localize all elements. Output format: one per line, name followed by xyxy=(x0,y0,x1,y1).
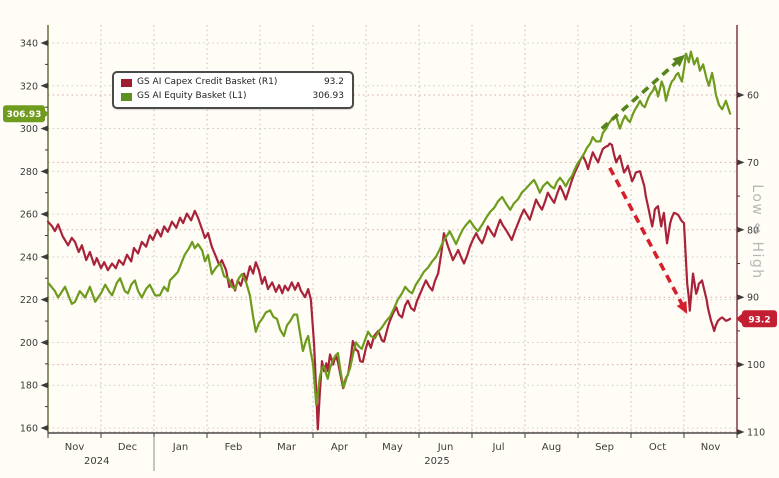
month-label: Jul xyxy=(491,442,504,453)
left-tick-arrow xyxy=(40,339,48,346)
month-label: Oct xyxy=(649,442,666,453)
year-label: 2024 xyxy=(84,456,109,467)
legend: GS AI Capex Credit Basket (R1) 93.2 GS A… xyxy=(112,71,354,109)
right-tick-arrow xyxy=(737,159,745,166)
left-tick-arrow xyxy=(40,40,48,46)
left-tick-arrow xyxy=(40,82,48,89)
left-tick-label: 280 xyxy=(20,167,38,178)
left-tick-label: 260 xyxy=(20,210,38,221)
left-tick-label: 300 xyxy=(20,124,38,135)
equity-series-swatch xyxy=(121,92,132,101)
equity-trend-arrow xyxy=(600,60,679,130)
month-label: Feb xyxy=(225,442,243,453)
right-tick-label: 60 xyxy=(747,91,759,102)
month-label: Jan xyxy=(172,442,188,453)
right-tick-label: 110 xyxy=(747,428,765,439)
legend-value-credit: 93.2 xyxy=(323,77,344,87)
right-tick-label: 100 xyxy=(747,360,765,371)
right-tick-label: 90 xyxy=(747,293,759,304)
left-tick-arrow xyxy=(40,382,48,389)
month-label: Nov xyxy=(65,442,85,453)
right-tick-arrow xyxy=(737,294,745,301)
month-label: Jun xyxy=(437,442,454,453)
month-label: Apr xyxy=(331,442,349,453)
month-label: Mar xyxy=(277,442,297,453)
right-tick-arrow xyxy=(737,92,745,98)
year-label: 2025 xyxy=(424,456,449,467)
month-label: Sep xyxy=(595,442,614,453)
low-high-axis-label: Low ⇔ High xyxy=(749,184,765,279)
left-tick-arrow xyxy=(40,125,48,132)
left-tick-label: 220 xyxy=(20,295,38,306)
legend-label-equity: GS AI Equity Basket (L1) xyxy=(137,91,247,101)
left-tick-label: 240 xyxy=(20,252,38,263)
right-tick-label: 80 xyxy=(747,225,759,236)
credit-series-line xyxy=(46,142,732,431)
credit-trend-arrow-head xyxy=(676,300,688,315)
left-tick-arrow xyxy=(40,253,48,260)
legend-label-credit: GS AI Capex Credit Basket (R1) xyxy=(137,77,278,87)
right-axis-badge-text: 93.2 xyxy=(748,315,770,325)
equity-series-line xyxy=(46,50,732,406)
legend-value-equity: 306.93 xyxy=(312,91,345,101)
left-tick-label: 340 xyxy=(20,39,38,50)
left-tick-arrow xyxy=(40,296,48,303)
left-axis-badge-text: 306.93 xyxy=(7,110,42,120)
right-axis-badge-tip xyxy=(736,313,742,324)
left-tick-arrow xyxy=(40,168,48,175)
right-tick-arrow xyxy=(737,429,745,435)
equity-trend-arrow-head xyxy=(672,54,686,67)
left-axis-badge xyxy=(3,105,45,123)
left-tick-arrow xyxy=(40,425,48,431)
credit-series-swatch xyxy=(121,78,132,87)
legend-item-credit: GS AI Capex Credit Basket (R1) 93.2 xyxy=(121,76,344,89)
month-label: Aug xyxy=(542,442,562,453)
left-tick-label: 180 xyxy=(20,381,38,392)
right-tick-arrow xyxy=(737,226,745,233)
left-tick-label: 160 xyxy=(20,424,38,435)
right-tick-arrow xyxy=(737,361,745,368)
left-tick-arrow xyxy=(40,211,48,218)
month-label: Dec xyxy=(118,442,137,453)
month-label: Nov xyxy=(701,442,721,453)
legend-item-equity: GS AI Equity Basket (L1) 306.93 xyxy=(121,90,344,103)
right-axis-badge xyxy=(742,310,777,328)
credit-trend-arrow xyxy=(608,166,685,307)
right-tick-label: 70 xyxy=(747,158,759,169)
month-label: May xyxy=(382,442,403,453)
left-tick-label: 200 xyxy=(20,338,38,349)
left-tick-label: 320 xyxy=(20,81,38,92)
